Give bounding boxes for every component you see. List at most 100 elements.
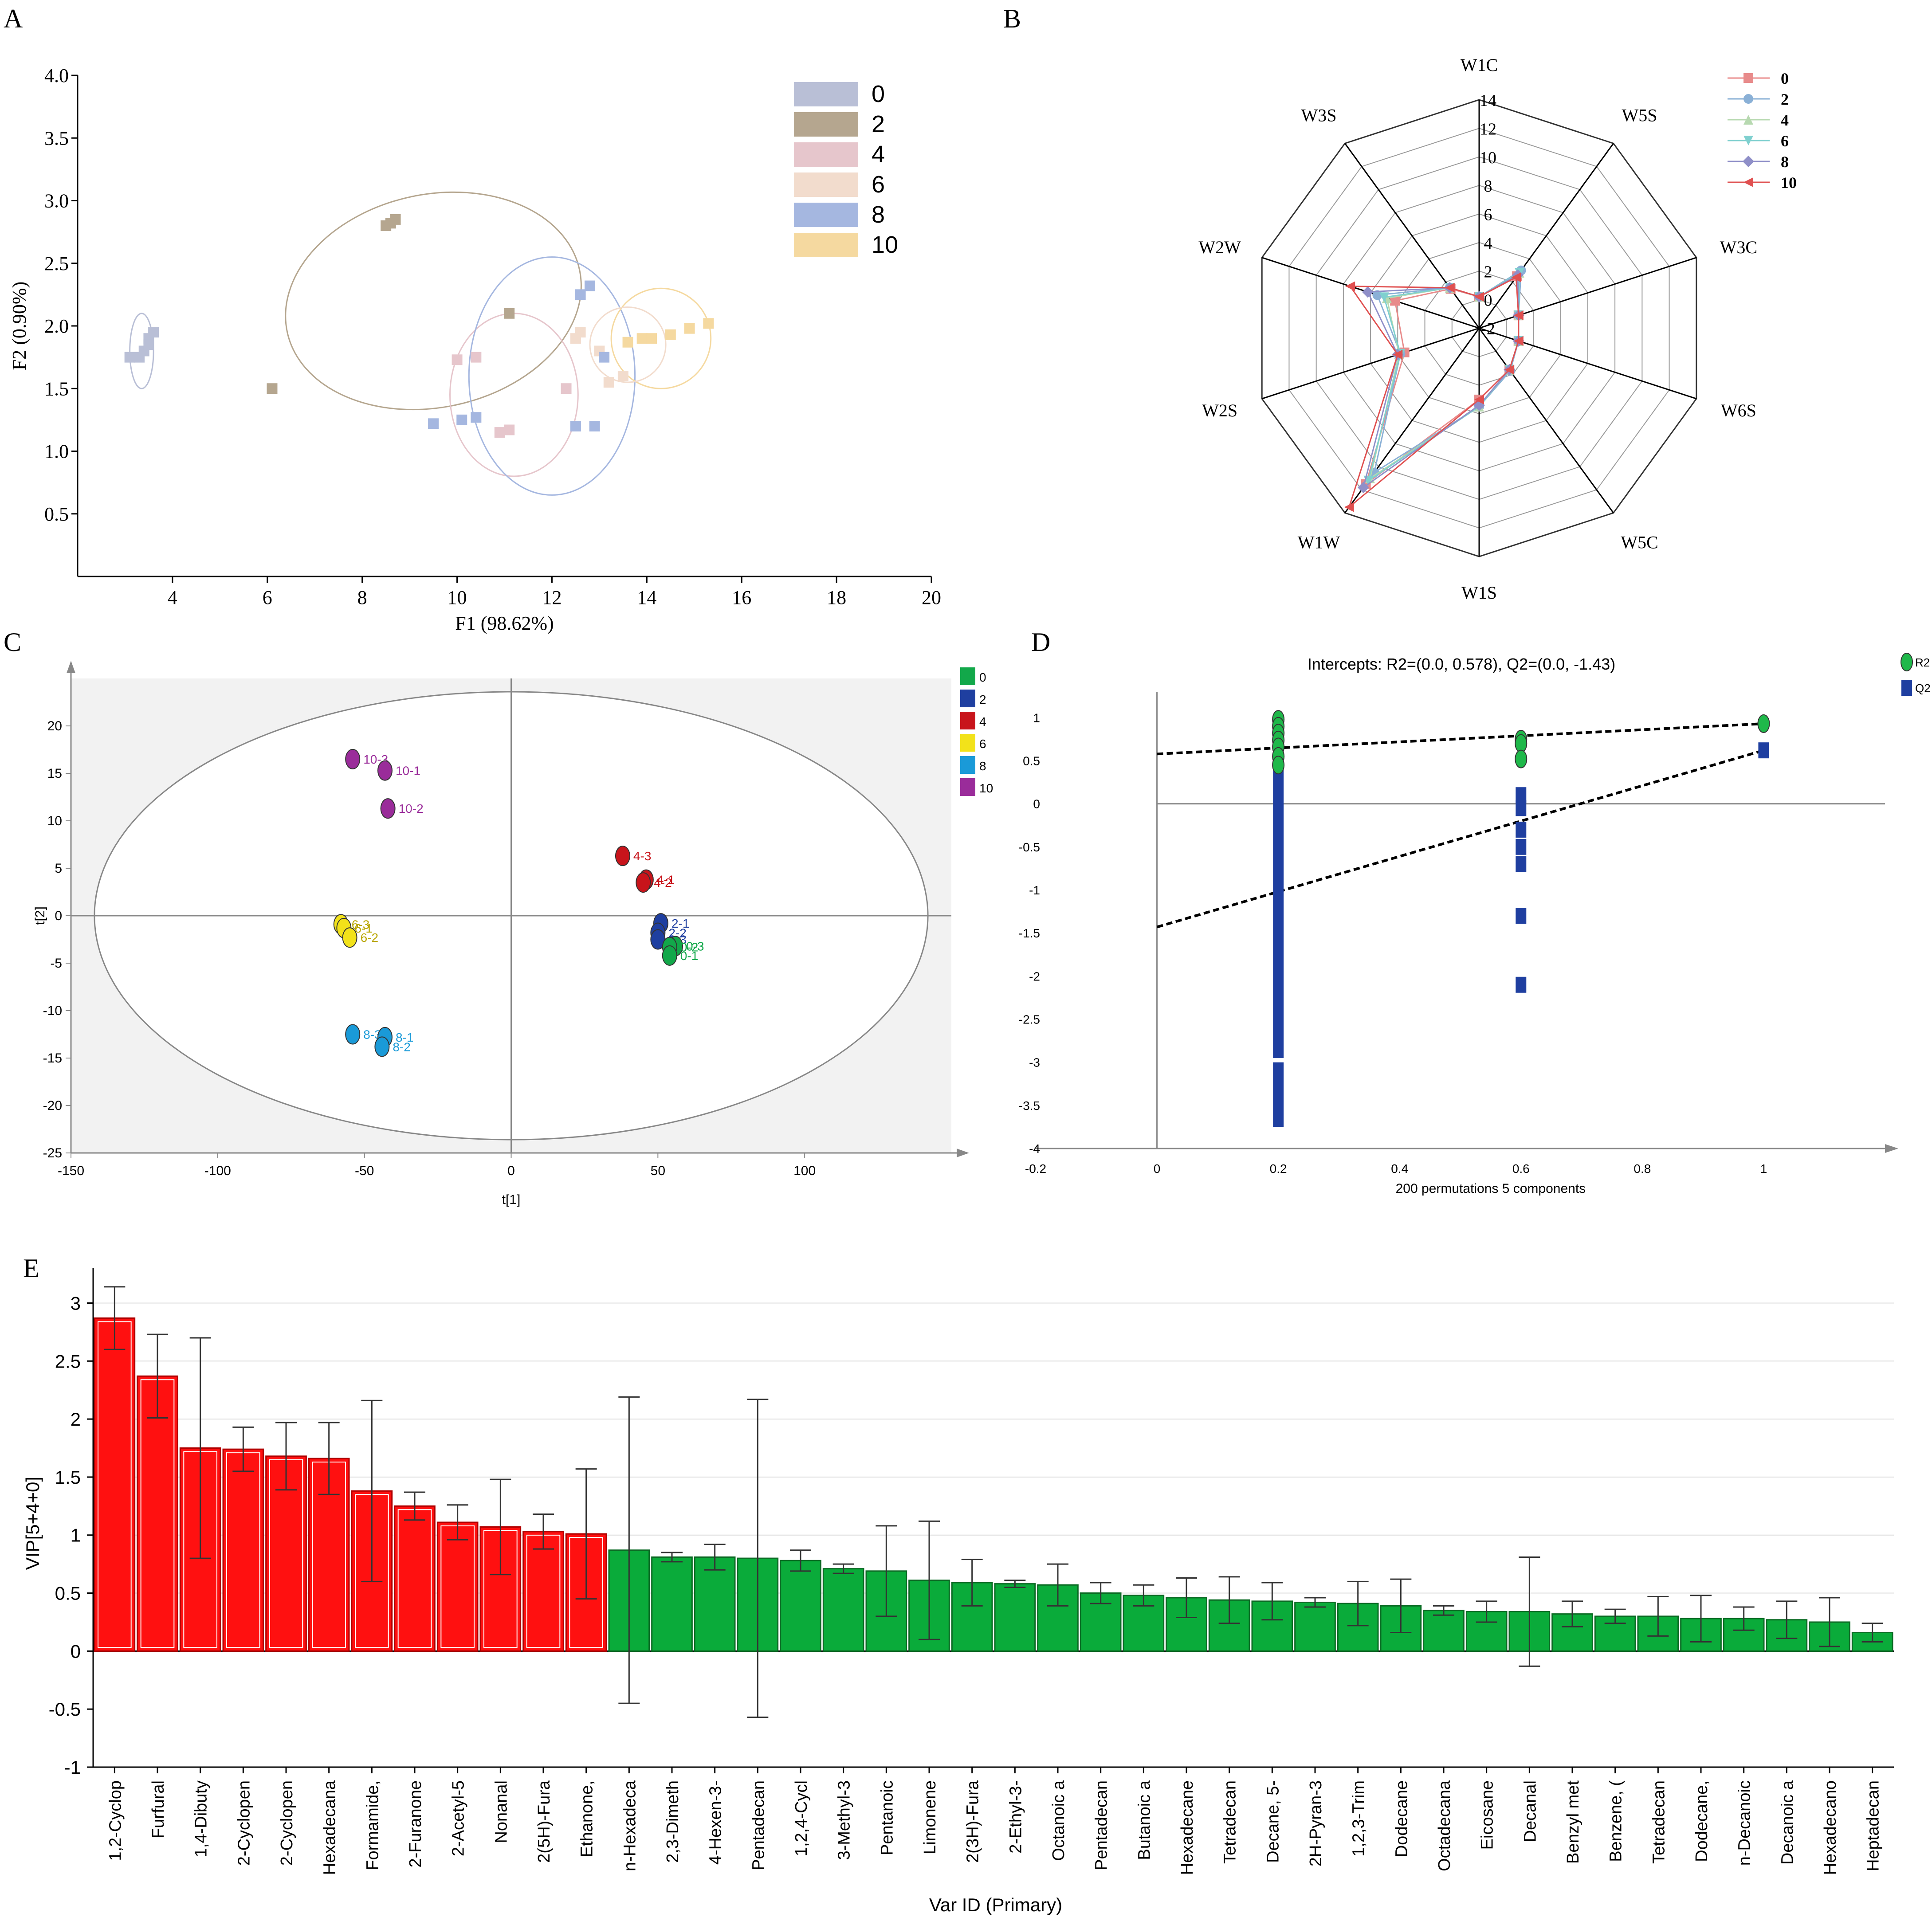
d-legend-label: Q2 <box>1915 682 1931 695</box>
e-category-label: Benzene, ( <box>1607 1780 1626 1862</box>
a-group-ellipse <box>129 313 154 389</box>
panel-b-radar-chart: W1C W5S W3C W6S W5C W1S W1W W2S W2W W3S -2 0 2 4 6 8 10 1… <box>1198 55 1797 603</box>
c-legend-label: 0 <box>979 670 986 684</box>
a-data-point <box>585 280 595 291</box>
a-legend-label: 10 <box>872 231 898 258</box>
e-bar <box>436 1521 479 1652</box>
a-data-point <box>570 333 581 344</box>
a-data-point <box>703 318 714 329</box>
c-legend-label: 4 <box>979 715 986 729</box>
b-axis-label: W3C <box>1720 237 1757 257</box>
b-data-marker <box>1344 502 1354 512</box>
e-category-label: Butanoic a <box>1135 1780 1154 1860</box>
b-ring-label: 8 <box>1484 177 1492 196</box>
c-sample-label: 6-1 <box>354 921 372 935</box>
e-bar <box>822 1568 864 1652</box>
b-ring-label: 14 <box>1480 91 1496 110</box>
e-bar <box>94 1317 136 1652</box>
e-bar <box>222 1448 264 1652</box>
c-sample-point <box>380 798 396 819</box>
d-legend-swatch <box>1901 653 1913 671</box>
c-y-tick-label: 15 <box>47 766 62 781</box>
b-axis-label: W6S <box>1721 400 1756 420</box>
a-data-point <box>428 418 439 429</box>
d-x-tick-label: 0.2 <box>1270 1162 1287 1176</box>
a-x-tick-label: 4 <box>168 587 177 608</box>
e-bar <box>522 1531 564 1652</box>
a-legend-label: 2 <box>872 111 885 137</box>
a-data-point <box>504 308 515 319</box>
e-category-label: 1,2,4-Cycl <box>792 1780 811 1856</box>
c-y-arrow <box>67 661 75 673</box>
a-data-point <box>267 383 278 394</box>
b-axis-label: W1S <box>1461 583 1497 603</box>
c-legend-label: 2 <box>979 693 986 706</box>
e-y-tick-label: 0.5 <box>55 1583 81 1604</box>
b-ring-label: 0 <box>1484 291 1492 310</box>
c-sample-label: 4-2 <box>654 876 671 890</box>
a-data-point <box>385 218 396 229</box>
c-sample-point <box>662 945 677 966</box>
panel-letter-e: E <box>23 1254 39 1283</box>
c-legend-swatch <box>960 712 975 729</box>
c-sample-point <box>342 927 357 948</box>
b-data-marker <box>1445 282 1455 293</box>
e-category-label: Pentanoic <box>878 1780 896 1855</box>
e-category-label: Decanoic a <box>1778 1780 1797 1865</box>
d-x-tick-label: -0.2 <box>1025 1162 1046 1176</box>
b-legend-label: 6 <box>1781 132 1789 150</box>
a-data-point <box>684 323 695 334</box>
d-y-tick-label: -0.5 <box>1019 840 1040 854</box>
c-x-tick-label: 50 <box>651 1164 665 1178</box>
e-y-tick-label: 0 <box>71 1641 81 1662</box>
e-bar <box>394 1505 436 1652</box>
d-y-tick-label: -1.5 <box>1019 926 1040 940</box>
b-ring-label: 12 <box>1480 120 1496 138</box>
e-y-tick-label: 2 <box>71 1409 81 1430</box>
e-category-label: 2-Ethyl-3- <box>1006 1780 1025 1854</box>
a-y-tick-label: 1.5 <box>44 378 69 400</box>
c-x-axis-label: t[1] <box>502 1192 521 1207</box>
c-sample-point <box>374 1036 390 1057</box>
c-sample-label: 10-1 <box>396 764 420 778</box>
e-y-tick-label: 2.5 <box>55 1351 81 1372</box>
a-y-tick-label: 2.0 <box>44 315 69 337</box>
panel-letter-d: D <box>1031 627 1050 657</box>
c-y-tick-label: 0 <box>55 909 62 923</box>
c-legend-swatch <box>960 690 975 707</box>
b-axis-label: W2S <box>1202 400 1237 420</box>
a-legend-swatch <box>794 142 858 167</box>
b-legend-label: 2 <box>1781 90 1789 108</box>
e-y-tick-label: 1 <box>71 1525 81 1546</box>
d-legend-swatch <box>1901 680 1912 696</box>
b-ring-label: -2 <box>1481 320 1495 338</box>
d-r2-point <box>1272 756 1285 775</box>
d-y-tick-label: 0 <box>1033 797 1040 811</box>
b-data-marker <box>1744 115 1753 125</box>
a-data-point <box>599 352 610 363</box>
a-legend-swatch <box>794 172 858 197</box>
b-data-marker <box>1504 365 1515 375</box>
e-bar <box>1294 1601 1336 1652</box>
e-category-label: 2-Cyclopen <box>235 1780 253 1866</box>
a-data-point <box>617 371 628 381</box>
b-data-marker <box>1513 310 1524 321</box>
panel-c-score-plot: -150 -100 -50 0 50 100-25-20-15-10-505101520t… <box>33 661 993 1207</box>
d-r2-point <box>1757 714 1770 733</box>
b-ring-label: 2 <box>1484 263 1492 281</box>
c-legend-label: 6 <box>979 737 986 751</box>
a-x-tick-label: 14 <box>637 587 656 608</box>
d-fit-line <box>1156 749 1764 929</box>
a-data-point <box>452 354 463 365</box>
e-y-axis-label: VIP[5+4+0] <box>22 1477 43 1570</box>
e-category-label: Pentadecan <box>749 1780 768 1870</box>
e-category-label: 2(5H)-Fura <box>535 1780 554 1863</box>
e-category-label: Octadecana <box>1435 1780 1454 1871</box>
d-x-tick-label: 0.8 <box>1634 1162 1651 1176</box>
c-y-tick-label: -5 <box>50 956 62 971</box>
e-category-label: 2(3H)-Fura <box>964 1780 982 1863</box>
e-category-label: 2-Acetyl-5 <box>449 1780 468 1856</box>
e-category-label: Ethanone, <box>578 1780 597 1857</box>
b-data-marker <box>1744 136 1753 145</box>
c-legend-swatch <box>960 756 975 774</box>
